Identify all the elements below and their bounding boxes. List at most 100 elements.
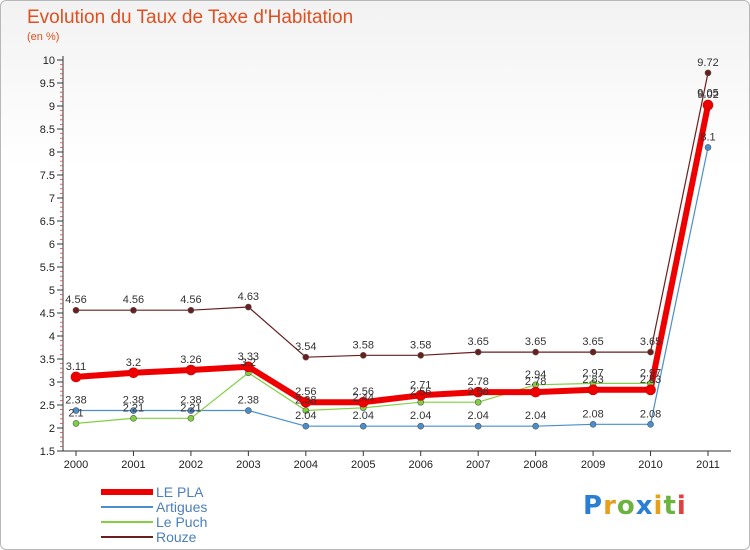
data-point-le-pla [702, 99, 714, 111]
data-point-artigues [532, 422, 539, 430]
y-tick-label: 3.5 [40, 354, 55, 366]
data-point-artigues [417, 422, 425, 430]
logo-letter: P [583, 491, 604, 521]
data-label-artigues: 2.04 [410, 410, 431, 422]
chart-subtitle: (en %) [27, 31, 60, 43]
data-label-artigues: 2.38 [65, 395, 86, 407]
data-label-rouze: 4.56 [180, 294, 201, 306]
data-point-le-puch [474, 398, 482, 406]
data-label-rouze: 9.72 [697, 57, 718, 69]
y-tick-label: 3 [49, 377, 55, 389]
data-point-le-pla [530, 386, 541, 398]
y-tick-label: 6 [49, 239, 55, 251]
series-line-le-puch [75, 103, 709, 424]
data-label-rouze: 3.58 [410, 339, 431, 351]
series-lines [75, 72, 711, 427]
data-label-rouze: 4.63 [238, 291, 259, 303]
data-point-le-pla [472, 386, 484, 398]
data-point-le-pla [128, 367, 139, 379]
data-labels: 4.56 4.56 4.56 4.63 3.54 3.58 3.58 3.65 3.65 3.65… [65, 57, 718, 422]
data-label-le-pla: 2.78 [525, 376, 546, 388]
data-label-le-puch: 2.97 [582, 367, 603, 379]
chart-title: Evolution du Taux de Taxe d'Habitation [27, 7, 354, 28]
data-point-artigues [704, 144, 712, 151]
data-label-artigues: 8.1 [700, 131, 715, 143]
legend-item-le-pla: LE PLA [101, 485, 301, 500]
data-label-rouze: 4.56 [123, 294, 144, 306]
data-point-artigues [474, 422, 482, 430]
legend-swatch [101, 506, 153, 508]
y-tick-label: 9.5 [40, 78, 55, 90]
data-point-rouze [302, 353, 310, 361]
series-line-le-pla [75, 104, 711, 406]
logo-letter: o [616, 491, 636, 521]
legend-label: Artigues [156, 499, 208, 515]
x-tick-label: 2000 [64, 459, 88, 471]
data-label-le-puch: 2.97 [640, 367, 661, 379]
logo-letter: r [603, 491, 617, 521]
data-point-rouze [647, 348, 654, 356]
data-point-rouze [704, 69, 712, 77]
data-point-rouze [72, 306, 80, 314]
data-label-le-pla: 3.2 [126, 357, 141, 369]
data-point-le-pla [70, 371, 82, 383]
data-label-rouze: 4.56 [65, 294, 86, 306]
x-tick-label: 2001 [121, 459, 145, 471]
x-tick-label: 2003 [236, 459, 260, 471]
data-point-rouze [359, 352, 367, 359]
data-point-artigues [245, 407, 252, 414]
data-point-le-puch [72, 420, 80, 427]
series-line-rouze [76, 72, 709, 358]
x-tick-label: 2002 [179, 459, 203, 471]
y-tick-label: 7.5 [40, 170, 55, 182]
data-label-artigues: 2.04 [525, 410, 546, 422]
data-label-le-puch: 2.21 [180, 402, 201, 414]
data-label-le-puch: 2.44 [353, 392, 374, 404]
series-points [70, 69, 714, 430]
data-point-artigues [589, 421, 597, 428]
data-label-artigues: 2.08 [640, 408, 661, 420]
data-label-le-puch: 2.56 [467, 386, 488, 398]
data-point-le-puch [130, 415, 137, 422]
legend-swatch [101, 536, 153, 538]
logo-letter: x [635, 491, 654, 521]
data-label-le-pla: 2.56 [353, 386, 374, 398]
data-label-artigues: 2.04 [353, 410, 374, 422]
data-label-rouze: 3.54 [295, 341, 316, 353]
x-tick-label: 2011 [696, 459, 720, 471]
y-tick-label: 6.5 [40, 216, 55, 228]
data-label-artigues: 2.38 [238, 395, 259, 407]
data-point-le-puch [187, 415, 195, 422]
x-tick-label: 2008 [523, 459, 547, 471]
data-label-le-puch: 2.21 [123, 402, 144, 414]
data-label-rouze: 3.65 [525, 336, 546, 348]
y-tick-label: 8 [49, 147, 55, 159]
y-tick-label: 2.5 [40, 400, 55, 412]
data-label-le-pla: 3.33 [238, 351, 259, 363]
data-point-le-pla [357, 396, 369, 408]
y-tick-label: 9 [49, 101, 55, 113]
data-point-le-pla [645, 384, 656, 396]
data-point-rouze [474, 348, 482, 356]
data-point-artigues [302, 422, 310, 430]
x-tick-label: 2010 [638, 459, 662, 471]
data-label-le-pla: 2.71 [410, 379, 431, 391]
data-label-artigues: 2.38 [123, 395, 144, 407]
y-tick-label: 5 [49, 285, 55, 297]
legend-swatch [101, 521, 153, 523]
data-label-le-puch: 2.94 [525, 369, 546, 381]
data-point-le-pla [243, 361, 254, 373]
data-label-le-pla: 2.83 [640, 374, 661, 386]
x-tick-label: 2009 [581, 459, 605, 471]
legend-item-artigues: Artigues [101, 500, 301, 515]
data-label-rouze: 3.65 [582, 336, 603, 348]
legend-swatch [101, 489, 153, 495]
data-label-rouze: 3.65 [640, 336, 661, 348]
data-label-le-puch: 2.56 [410, 386, 431, 398]
data-point-rouze [417, 352, 425, 359]
y-tick-label: 7 [49, 193, 55, 205]
data-label-le-pla: 3.26 [180, 354, 201, 366]
data-point-le-pla [300, 396, 312, 408]
x-tick-label: 2005 [351, 459, 375, 471]
data-label-rouze: 3.58 [353, 339, 374, 351]
